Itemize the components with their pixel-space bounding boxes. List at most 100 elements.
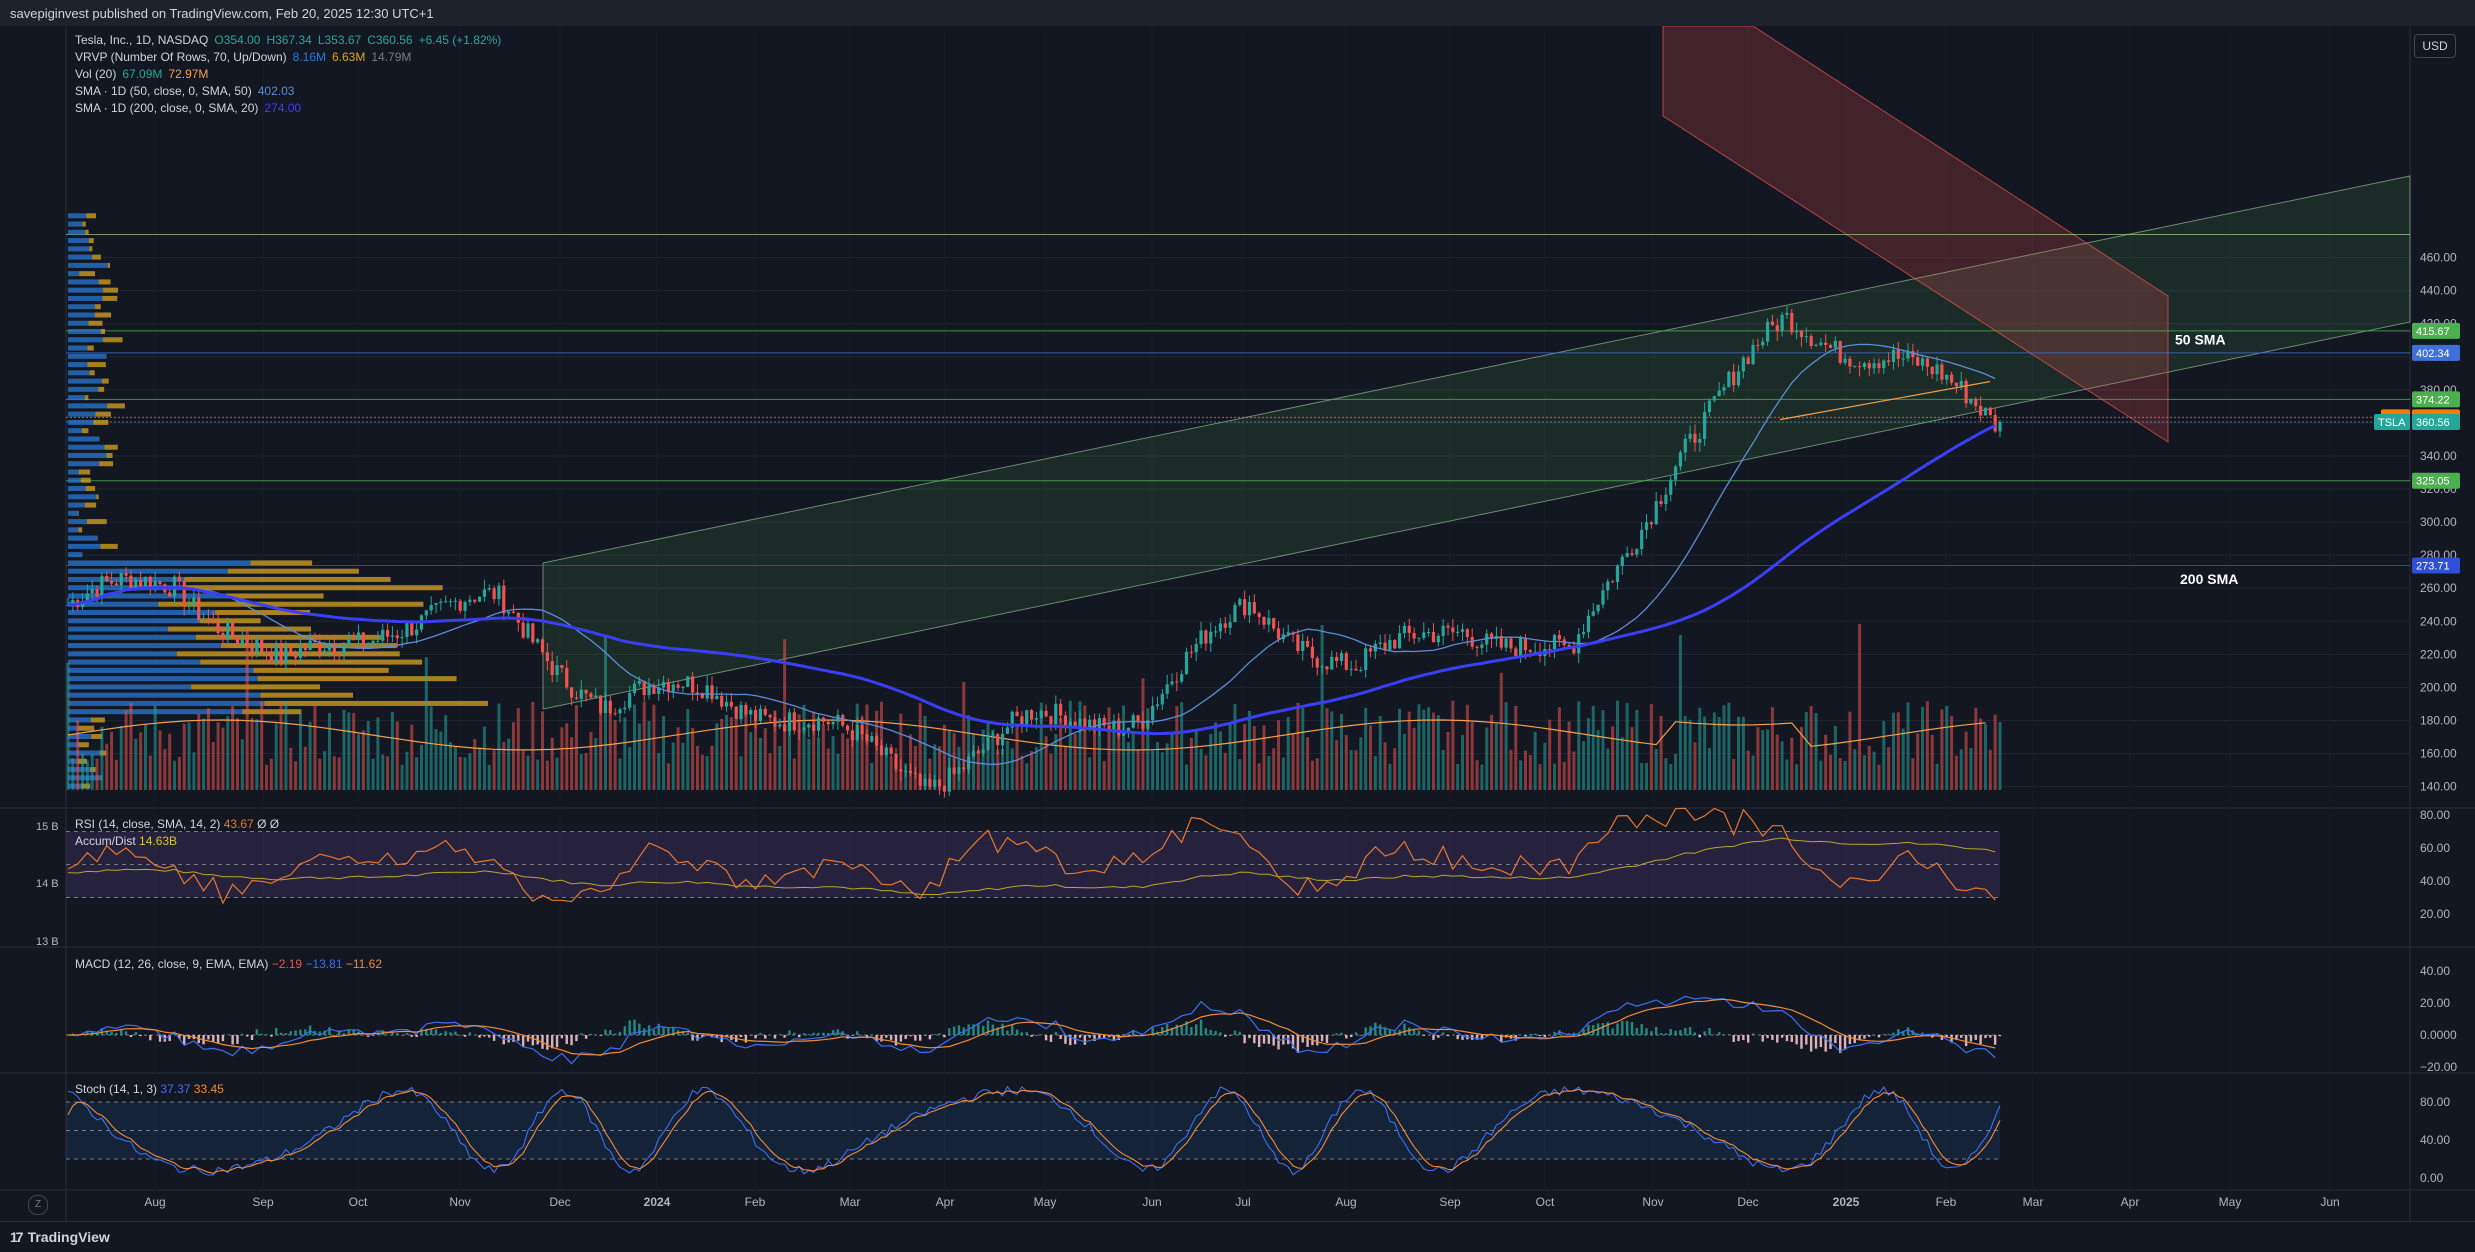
- legend-high: H367.34: [266, 33, 311, 47]
- volume-profile-bar-down: [79, 726, 95, 731]
- macd-histogram-bar: [1050, 1035, 1052, 1042]
- volume-bar: [696, 746, 699, 790]
- volume-bar: [1621, 737, 1624, 790]
- volume-profile-bar-down: [79, 527, 83, 532]
- volume-bar: [1016, 725, 1019, 790]
- currency-button[interactable]: USD: [2414, 34, 2456, 58]
- candle-body: [570, 687, 573, 697]
- side-axis-label: 13 B: [36, 936, 59, 948]
- macd-histogram-bar: [522, 1035, 524, 1047]
- macd-histogram-bar: [1800, 1035, 1802, 1049]
- volume-profile-bar-down: [82, 428, 89, 433]
- candle-body: [1979, 406, 1982, 416]
- time-axis-label: Jul: [1235, 1195, 1250, 1209]
- candle-body: [1229, 622, 1232, 628]
- candle-body: [1751, 345, 1754, 364]
- candle-body: [1669, 480, 1672, 495]
- macd-histogram-bar: [808, 1034, 810, 1035]
- volume-bar: [173, 761, 176, 790]
- volume-bar: [991, 730, 994, 790]
- volume-bar: [1839, 758, 1842, 790]
- time-axis-label: Dec: [549, 1195, 570, 1209]
- candle-body: [226, 622, 229, 638]
- candle-body: [1296, 635, 1299, 651]
- stoch-axis-label: 40.00: [2420, 1133, 2450, 1147]
- volume-profile-bar-up: [68, 651, 177, 656]
- volume-profile-bar-up: [68, 288, 103, 293]
- candle-body: [405, 623, 408, 637]
- volume-bar: [1282, 757, 1285, 790]
- volume-bar: [1815, 713, 1818, 790]
- volume-bar: [1325, 708, 1328, 790]
- macd-histogram-bar: [96, 1034, 98, 1035]
- macd-histogram-bar: [1098, 1035, 1100, 1038]
- macd-histogram-bar: [1602, 1023, 1604, 1035]
- volume-bar: [1388, 764, 1391, 790]
- macd-histogram-bar: [803, 1033, 805, 1035]
- volume-bar: [1756, 727, 1759, 790]
- volume-bar: [1655, 749, 1658, 790]
- macd-histogram-bar: [1965, 1035, 1967, 1046]
- volume-bar: [226, 716, 229, 790]
- volume-bar: [163, 749, 166, 790]
- candle-body: [817, 718, 820, 731]
- macd-histogram-bar: [1403, 1024, 1405, 1035]
- stoch-legend: Stoch (14, 1, 3) 37.37 33.45: [75, 1082, 224, 1096]
- volume-bar: [1490, 715, 1493, 790]
- macd-histogram-bar: [1021, 1032, 1023, 1035]
- volume-bar: [527, 756, 530, 790]
- volume-bar: [633, 705, 636, 790]
- candle-body: [1722, 387, 1725, 390]
- macd-histogram-bar: [1243, 1035, 1245, 1043]
- volume-bar: [648, 721, 651, 790]
- macd-histogram-bar: [260, 1034, 262, 1035]
- macd-histogram-bar: [1345, 1035, 1347, 1038]
- candle-body: [1190, 652, 1193, 653]
- macd-histogram-bar: [1979, 1035, 1981, 1044]
- volume-bar: [362, 730, 365, 790]
- macd-histogram-bar: [135, 1032, 137, 1035]
- macd-histogram-bar: [1708, 1028, 1710, 1035]
- chart-canvas[interactable]: 460.00440.00420.00400.00380.00360.00340.…: [0, 26, 2475, 1221]
- volume-bar: [396, 722, 399, 790]
- price-tag-value: 374.22: [2416, 394, 2450, 406]
- macd-histogram-bar: [1713, 1034, 1715, 1035]
- macd-histogram-bar: [1210, 1030, 1212, 1035]
- volume-bar: [1742, 717, 1745, 790]
- candle-body: [531, 623, 534, 642]
- volume-bar: [1766, 729, 1769, 790]
- volume-bar: [241, 739, 244, 790]
- volume-bar: [1074, 734, 1077, 790]
- volume-profile-bar-down: [103, 337, 123, 342]
- candle-body: [933, 780, 936, 787]
- candle-body: [1199, 630, 1202, 644]
- volume-profile-bar-down: [79, 470, 90, 475]
- volume-bar: [1311, 761, 1314, 790]
- macd-histogram-bar: [934, 1034, 936, 1035]
- volume-profile-bar-down: [100, 544, 117, 549]
- candle-body: [609, 701, 612, 713]
- candle-body: [1311, 647, 1314, 658]
- candle-body: [1364, 648, 1367, 670]
- zoom-button[interactable]: Z: [28, 1195, 48, 1215]
- candle-body: [386, 630, 389, 637]
- candle-body: [1238, 599, 1241, 605]
- candle-body: [1219, 623, 1222, 631]
- candle-body: [294, 655, 297, 658]
- candle-body: [599, 696, 602, 713]
- candle-body: [1761, 342, 1764, 346]
- macd-histogram-bar: [1752, 1033, 1754, 1035]
- candle-body: [309, 640, 312, 650]
- candle-body: [255, 640, 258, 652]
- candle-body: [1383, 643, 1386, 650]
- volume-profile-bar-down: [89, 246, 92, 251]
- volume-bar: [1025, 763, 1028, 790]
- candle-body: [589, 693, 592, 697]
- macd-histogram-bar: [469, 1032, 471, 1035]
- candle-body: [347, 639, 350, 645]
- volume-profile-bar-up: [68, 511, 78, 516]
- candle-body: [1446, 626, 1449, 628]
- volume-bar: [1790, 738, 1793, 790]
- volume-bar: [546, 761, 549, 790]
